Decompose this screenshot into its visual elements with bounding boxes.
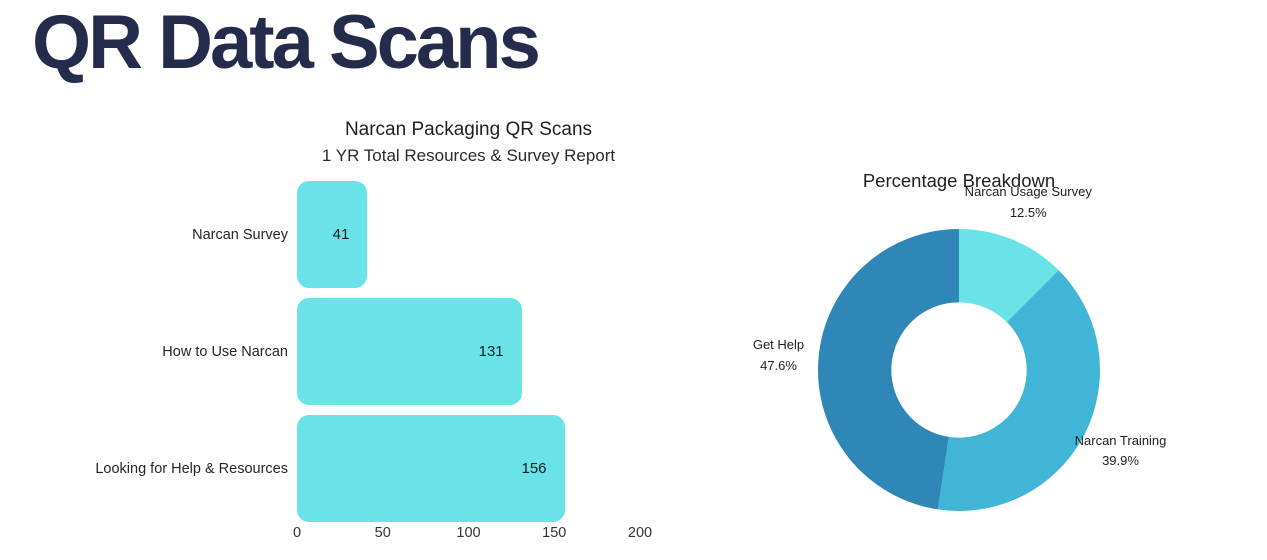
donut-label-narcan-usage-survey: Narcan Usage Survey 12.5%	[965, 182, 1092, 224]
bar-category-label-looking-for-help-resources: Looking for Help & Resources	[95, 460, 288, 477]
donut-label-name: Narcan Usage Survey	[964, 183, 1092, 199]
donut-segment-narcan-training	[937, 270, 1100, 511]
x-axis-tick-label: 0	[292, 525, 302, 541]
donut-segment-narcan-usage-survey	[959, 229, 1059, 323]
bar-chart-subtitle: 1 YR Total Resources & Survey Report	[321, 146, 616, 165]
donut-label-name: Get Help	[752, 337, 805, 353]
x-axis-tick-label: 200	[627, 525, 653, 541]
donut-chart	[818, 229, 1100, 511]
bar-category-label-narcan-survey: Narcan Survey	[192, 226, 288, 243]
donut-label-value: 47.6%	[760, 358, 797, 374]
donut-segment-get-help	[818, 229, 959, 510]
bar-value-label: 41	[332, 226, 350, 243]
bar-category-label-how-to-use-narcan: How to Use Narcan	[162, 343, 288, 360]
bar-how-to-use-narcan: 131	[297, 298, 522, 405]
page-title: QR Data Scans	[32, 0, 541, 85]
bar-value-label: 131	[478, 343, 504, 360]
x-axis-tick-label: 150	[542, 525, 567, 541]
bar-looking-for-help-resources: 156	[297, 415, 565, 522]
bar-value-label: 156	[521, 460, 547, 477]
bar-narcan-survey: 41	[297, 181, 368, 288]
donut-label-value: 39.9%	[1102, 453, 1139, 469]
x-axis-tick-label: 100	[456, 525, 481, 541]
donut-label-narcan-training: Narcan Training 39.9%	[1075, 431, 1167, 473]
donut-label-name: Narcan Training	[1074, 432, 1167, 448]
bar-chart: Narcan Packaging QR Scans 1 YR Total Res…	[95, 113, 695, 557]
x-axis-tick-label: 50	[374, 525, 391, 541]
donut-label-value: 12.5%	[1009, 204, 1047, 220]
donut-chart-title: Percentage Breakdown	[862, 170, 1056, 191]
bar-chart-title: Narcan Packaging QR Scans	[344, 119, 593, 140]
donut-label-get-help: Get Help 47.6%	[753, 336, 804, 378]
